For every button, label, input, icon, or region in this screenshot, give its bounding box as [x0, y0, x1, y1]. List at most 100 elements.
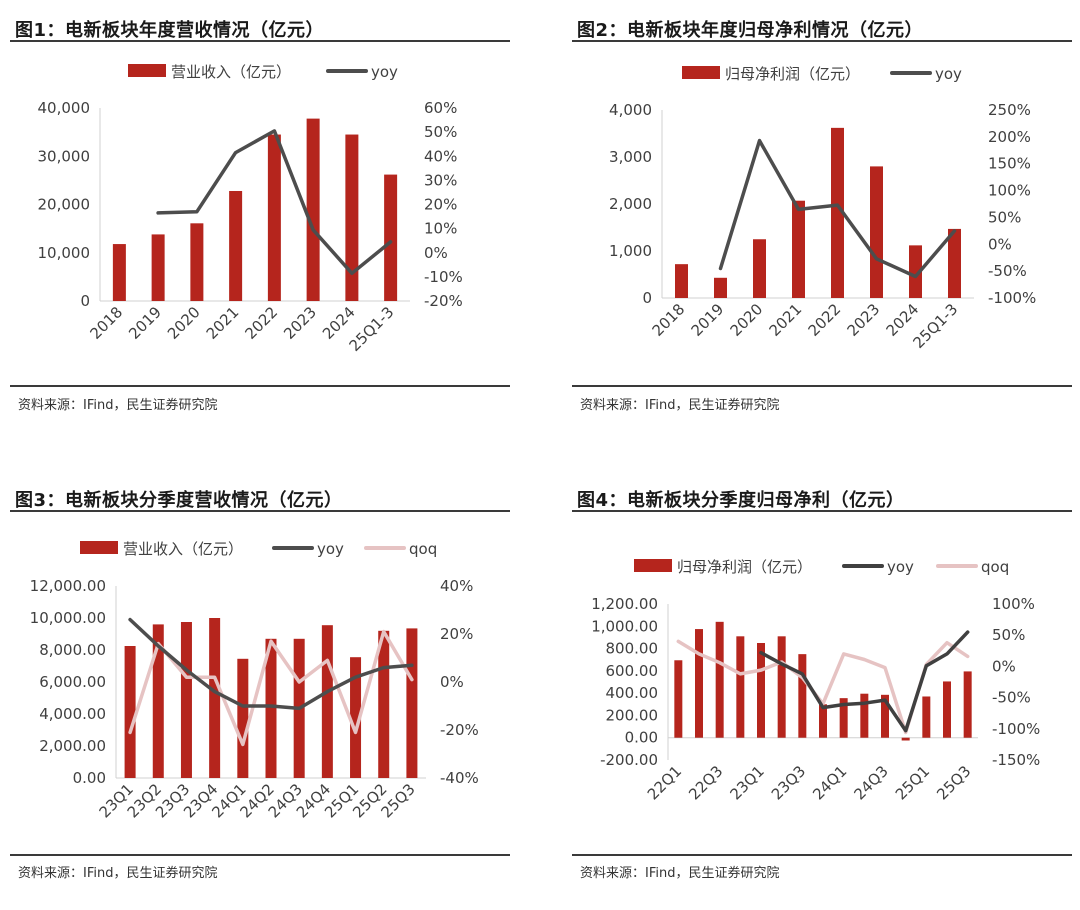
y-left-tick-label: 600.00: [606, 662, 659, 680]
y-right-tick-label: 50%: [424, 123, 457, 141]
bar: [321, 625, 333, 778]
bar: [909, 245, 922, 298]
chart-4-svg: -200.00 0.00 200.00 400.00 600.00 800.00 1,000…: [591, 558, 1040, 803]
bar: [819, 704, 827, 738]
series-line-yoy: [128, 617, 414, 711]
bar: [948, 228, 961, 298]
source-note: 资料来源：IFind，民生证券研究院: [580, 866, 780, 881]
chart-panel-3: 图3：电新板块分季度营收情况（亿元） 0.00 2,000.00 4,000.00 6…: [10, 470, 510, 910]
y-left-tick-label: 0.00: [625, 729, 658, 747]
bar: [384, 174, 398, 301]
y-right-tick-label: 250%: [988, 101, 1031, 119]
y-left-tick-label: 8,000.00: [39, 641, 106, 659]
x-tick-label: 2023: [280, 303, 320, 343]
y-right-tick-label: 100%: [988, 182, 1031, 200]
y-right-tick-label: 50%: [988, 208, 1021, 226]
bar: [757, 643, 765, 738]
legend-swatch-bar: [682, 66, 720, 79]
legend-swatch-bar: [80, 541, 118, 554]
y-left-tick-label: 400.00: [606, 684, 659, 702]
legend-swatch-bar: [634, 559, 672, 572]
bar: [831, 127, 844, 298]
x-tick-label: 2018: [649, 300, 689, 340]
x-tick-label: 22Q3: [685, 762, 726, 803]
legend-label: 归母净利润（亿元）: [677, 558, 812, 576]
source-note: 资料来源：IFind，民生证券研究院: [18, 398, 218, 413]
bar: [922, 696, 931, 738]
y-right-tick-label: 0%: [424, 244, 448, 262]
x-tick-label: 2020: [727, 300, 767, 340]
bar: [229, 190, 243, 301]
legend-label: 营业收入（亿元）: [123, 540, 243, 558]
y-right-tick-label: 10%: [424, 220, 457, 238]
bar: [209, 618, 221, 778]
legend-label: 营业收入（亿元）: [171, 63, 291, 81]
y-left-tick-label: 10,000: [38, 244, 91, 262]
legend-swatch-bar: [128, 64, 166, 77]
chart-panel-4: 图4：电新板块分季度归母净利（亿元） -200.00 0.00 200.00 400.…: [572, 470, 1072, 910]
bar: [350, 657, 362, 778]
bar: [190, 223, 204, 301]
legend-label: yoy: [887, 558, 914, 576]
y-left-tick-label: 2,000: [609, 195, 652, 213]
y-left-tick-label: 4,000.00: [39, 705, 106, 723]
y-left-tick-label: 30,000: [38, 147, 91, 165]
source-note: 资料来源：IFind，民生证券研究院: [18, 866, 218, 881]
chart-2-svg: 0 1,000 2,000 3,000 4,000 -100% -50% 0% 50% 100% 1…: [609, 65, 1036, 352]
bar: [112, 244, 126, 301]
y-right-tick-label: 20%: [424, 196, 457, 214]
series-line-yoy: [718, 138, 957, 279]
legend-label: 归母净利润（亿元）: [725, 65, 860, 83]
bar: [237, 658, 249, 778]
y-right-tick-label: -150%: [992, 751, 1040, 769]
title-divider: [572, 40, 1072, 42]
y-left-tick-label: 1,000.00: [591, 617, 658, 635]
x-tick-label: 2019: [688, 300, 728, 340]
chart-3-svg: 0.00 2,000.00 4,000.00 6,000.00 8,000.00 10,0…: [30, 540, 479, 821]
bar: [736, 636, 745, 738]
y-right-tick-label: 150%: [988, 155, 1031, 173]
y-right-tick-label: 20%: [440, 625, 473, 643]
y-left-tick-label: -200.00: [600, 751, 658, 769]
y-right-tick-label: 40%: [424, 147, 457, 165]
chart-title: 图2：电新板块年度归母净利情况（亿元）: [577, 20, 924, 41]
source-divider: [10, 854, 510, 856]
y-right-tick-label: -100%: [992, 720, 1040, 738]
y-right-tick-label: 200%: [988, 128, 1031, 146]
y-right-tick-label: 40%: [440, 577, 473, 595]
y-left-tick-label: 0: [642, 289, 652, 307]
series-line-yoy: [156, 129, 393, 276]
y-left-tick-label: 200.00: [606, 706, 659, 724]
bar: [715, 621, 724, 738]
y-left-tick-label: 0: [80, 292, 90, 310]
bar: [792, 200, 805, 298]
title-divider: [10, 510, 510, 512]
bar: [674, 660, 683, 738]
chart-1-svg: 0 10,000 20,000 30,000 40,000 -20% -10% 0% 10% 20…: [38, 63, 463, 355]
y-right-tick-label: -10%: [424, 268, 463, 286]
y-right-tick-label: -50%: [992, 689, 1031, 707]
x-tick-label: 2019: [125, 303, 165, 343]
legend-label: qoq: [981, 558, 1009, 576]
x-tick-label: 23Q3: [768, 762, 809, 803]
bar: [675, 264, 688, 298]
chart-title: 图1：电新板块年度营收情况（亿元）: [15, 20, 325, 41]
bar: [839, 698, 848, 738]
chart-title: 图3：电新板块分季度营收情况（亿元）: [15, 490, 343, 511]
y-right-tick-label: -20%: [440, 721, 479, 739]
legend-label: qoq: [409, 540, 437, 558]
x-tick-label: 2023: [844, 300, 884, 340]
x-tick-label: 25Q3: [933, 762, 974, 803]
x-tick-label: 23Q1: [727, 762, 768, 803]
bar: [180, 622, 192, 778]
bar: [695, 629, 703, 738]
y-right-tick-label: 0%: [988, 235, 1012, 253]
y-right-tick-label: -20%: [424, 292, 463, 310]
bar: [306, 118, 320, 302]
bar: [777, 636, 786, 738]
x-tick-label: 24Q3: [851, 762, 892, 803]
y-left-tick-label: 0.00: [73, 769, 106, 787]
bar: [406, 628, 418, 778]
source-divider: [10, 385, 510, 387]
bar: [798, 654, 807, 738]
